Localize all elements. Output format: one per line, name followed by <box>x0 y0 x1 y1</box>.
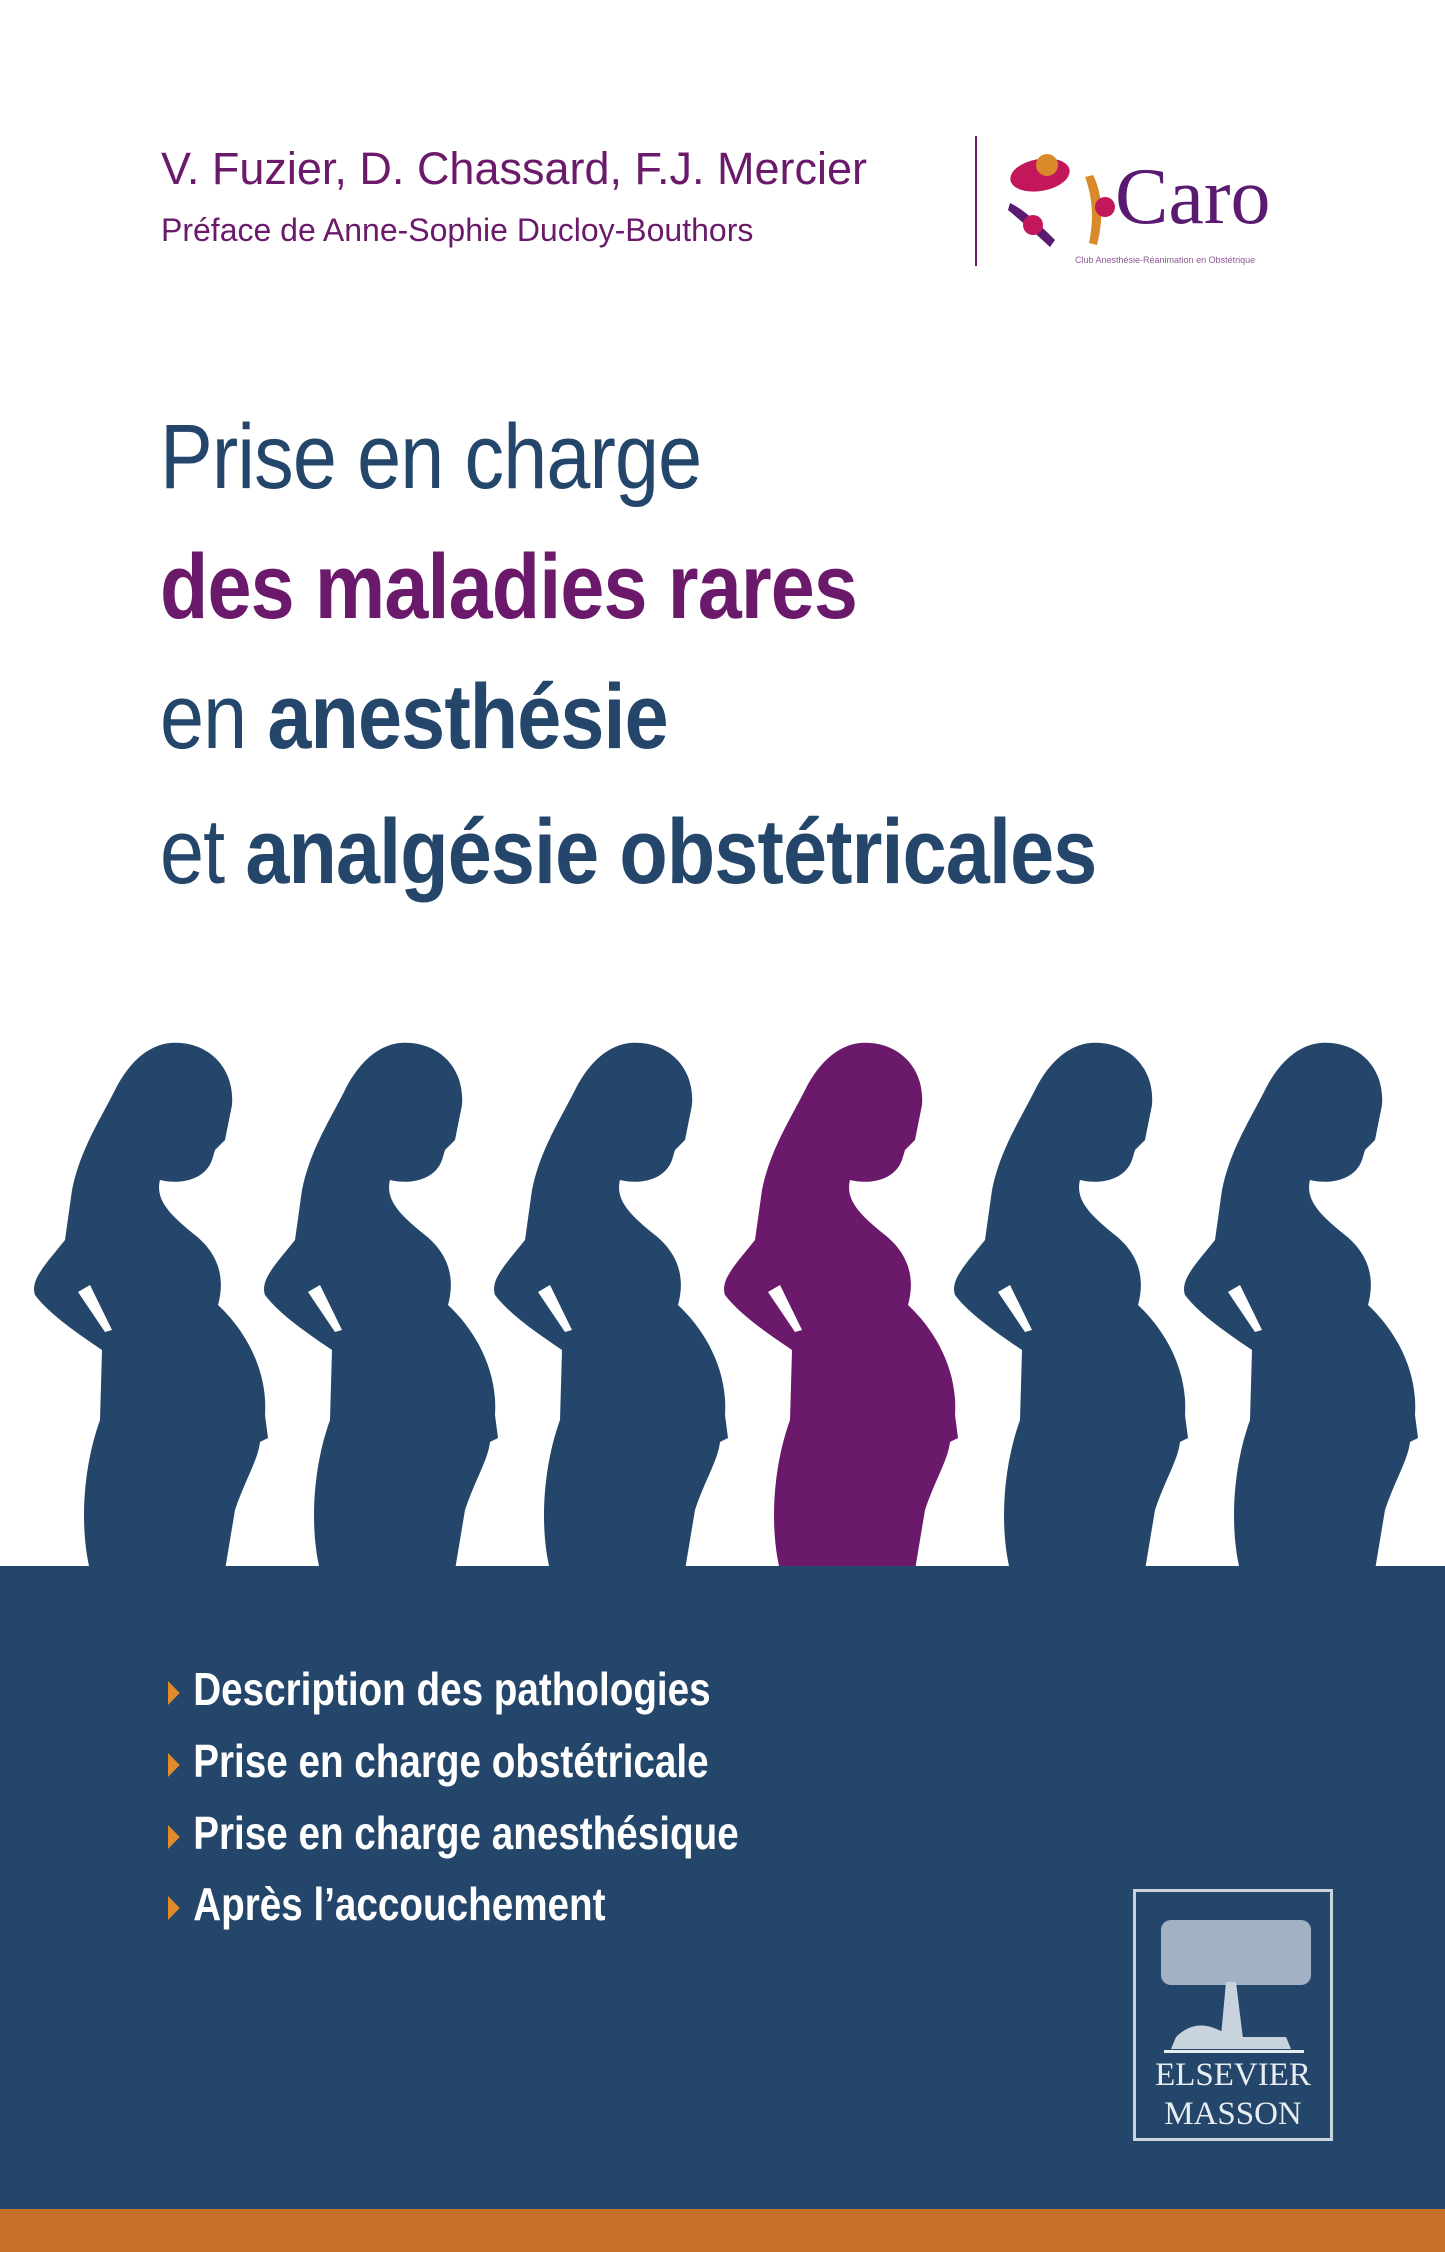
caro-logo-tagline: Club Anesthésie-Réanimation en Obstétriq… <box>1075 255 1255 265</box>
bullet-item: Prise en charge obstétricale <box>168 1734 709 1788</box>
triangle-bullet-icon <box>168 1752 180 1777</box>
bullet-item: Description des pathologies <box>168 1662 711 1716</box>
pregnant-woman-silhouette <box>34 1042 268 1570</box>
pregnant-woman-silhouette <box>724 1042 958 1570</box>
triangle-bullet-icon <box>168 1895 180 1920</box>
title-line-3: en anesthésie <box>160 666 669 768</box>
publisher-line-2: MASSON <box>1164 2096 1302 2132</box>
tree-icon <box>1161 1920 1311 2053</box>
elsevier-masson-logo: ELSEVIER MASSON <box>1133 1889 1333 2141</box>
bullet-item: Prise en charge anesthésique <box>168 1806 739 1860</box>
preface: Préface de Anne-Sophie Ducloy-Bouthors <box>161 212 754 248</box>
caro-logo: Caro Club Anesthésie-Réanimation en Obst… <box>1005 145 1350 270</box>
pregnant-woman-silhouette <box>264 1042 498 1570</box>
title-line-4: et analgésie obstétricales <box>160 801 1097 903</box>
authors: V. Fuzier, D. Chassard, F.J. Mercier <box>161 143 868 194</box>
pregnant-woman-silhouette <box>494 1042 728 1570</box>
triangle-bullet-icon <box>168 1680 180 1705</box>
pregnant-silhouettes <box>34 1042 1418 1570</box>
pregnant-woman-silhouette <box>1184 1042 1418 1570</box>
pregnant-woman-silhouette <box>954 1042 1188 1570</box>
divider <box>975 136 977 266</box>
title-line-2: des maladies rares <box>160 536 858 638</box>
publisher-line-1: ELSEVIER <box>1155 2057 1311 2093</box>
title-line-1: Prise en charge <box>160 406 702 508</box>
triangle-bullet-icon <box>168 1824 180 1849</box>
bottom-stripe <box>0 2209 1445 2252</box>
caro-logo-text: Caro <box>1115 153 1271 241</box>
feature-band: Description des pathologies Prise en cha… <box>0 1566 1445 2209</box>
bullet-item: Après l’accouchement <box>168 1877 606 1931</box>
